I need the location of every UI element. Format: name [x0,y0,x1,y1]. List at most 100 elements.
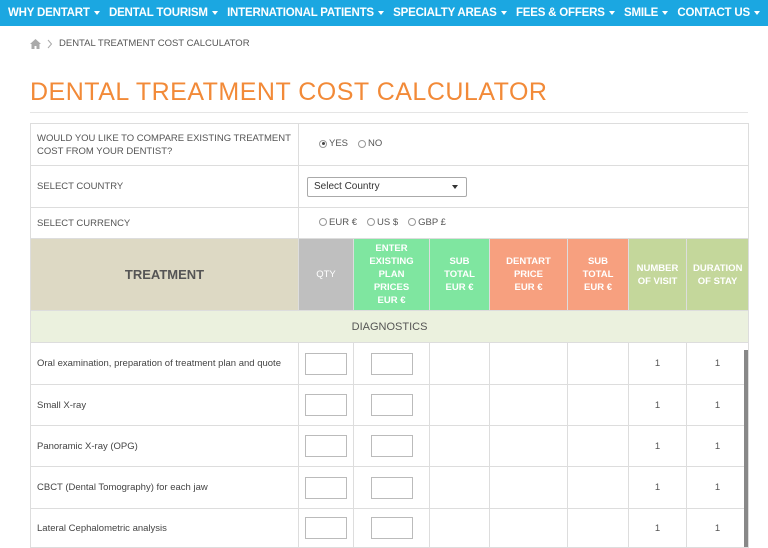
header-line: EUR € [514,282,543,293]
price-input[interactable] [370,394,413,416]
qty-cell [298,384,354,426]
form-input: YES NO [297,123,750,166]
treatment-row: Lateral Cephalometric analysis 1 1 [30,508,750,548]
radio-option[interactable]: YES [319,138,348,149]
home-icon[interactable] [30,38,41,49]
header-line: EUR € [445,282,474,293]
nav-item[interactable]: INTERNATIONAL PATIENTS [227,7,384,19]
stay: 1 [685,342,750,385]
nav-item[interactable]: SPECIALTY AREAS [393,7,507,19]
dentart-subtotal-cell [567,466,629,509]
radio-option[interactable]: GBP £ [408,217,446,228]
price-cell [353,425,430,467]
price-cell [353,508,430,548]
price-input[interactable] [370,517,413,539]
qty-input[interactable] [305,394,347,416]
form-row: SELECT COUNTRY Select Country [30,165,750,208]
form-input: Select Country [297,165,750,208]
header-line: OF STAY [697,275,738,287]
radio-dot[interactable] [319,139,327,148]
form-row: SELECT CURRENCY EUR € US $ GBP £ [30,207,750,239]
dentart-price-cell [489,384,568,426]
dentart-price-cell [489,342,568,385]
scrollbar[interactable] [744,350,748,547]
radio-dot[interactable] [366,218,375,227]
header-line: PLAN PRICES [373,269,410,293]
subtotal-cell [429,466,490,509]
qty-input[interactable] [305,435,347,457]
radio-label: NO [368,138,383,150]
radio-option[interactable]: US $ [366,216,399,228]
nav-item[interactable]: FEES & OFFERS [516,7,615,19]
dentart-subtotal-cell [567,508,629,548]
nav-item[interactable]: WHY DENTART [8,7,100,19]
radio-dot[interactable] [358,139,367,148]
breadcrumb: DENTAL TREATMENT COST CALCULATOR [30,38,250,49]
column-header: TREATMENT [30,238,299,311]
qty-input[interactable] [305,352,347,375]
form-label: SELECT CURRENCY [30,207,299,239]
price-cell [353,342,430,385]
price-cell [353,384,430,426]
radio-label: US $ [376,216,399,228]
header-line: OF VISIT [637,275,678,287]
price-input[interactable] [370,476,413,499]
radio-dot[interactable] [408,218,417,227]
radio-option[interactable]: NO [358,138,382,149]
subtotal-cell [429,508,490,548]
form-input: EUR € US $ GBP £ [297,207,750,239]
header-line: DURATION [693,262,743,274]
dentart-price-cell [489,466,568,509]
header-line: EXISTING [369,256,414,267]
header-row: TREATMENT QTY ENTER EXISTING PLAN PRICES EUR … [30,238,750,311]
header-line: DENTART [506,256,551,267]
nav-item[interactable]: DENTAL TOURISM [109,7,218,19]
breadcrumb-current: DENTAL TREATMENT COST CALCULATOR [59,38,250,49]
qty-input[interactable] [305,476,347,499]
treatment-name: CBCT (Dental Tomography) for each jaw [30,466,299,509]
price-input[interactable] [370,435,413,457]
radio-option[interactable]: EUR € [319,217,357,228]
qty-cell [298,425,354,467]
header-line: EUR € [584,282,612,293]
nav-item[interactable]: CONTACT US [677,7,760,19]
radio-label: YES [329,138,349,150]
visits: 1 [628,425,687,467]
stay: 1 [685,425,750,467]
header-line: TOTAL [444,269,475,280]
price-input[interactable] [370,352,413,375]
page-title: DENTAL TREATMENT COST CALCULATOR [30,78,548,106]
header-line: ENTER [375,243,408,254]
treatment-name: Panoramic X-ray (OPG) [30,425,299,467]
qty-cell [298,508,354,548]
radio-dot[interactable] [319,218,327,227]
subtotal-cell [429,425,490,467]
treatment-name: Lateral Cephalometric analysis [30,508,299,548]
country-select[interactable]: Select Country [307,176,467,197]
header-line: SUB [587,256,609,267]
form-label: WOULD YOU LIKE TO COMPARE EXISTING TREAT… [30,123,299,166]
header-line: PRICE [513,269,544,280]
subtotal-cell [429,342,490,385]
treatment-row: Oral examination, preparation of treatme… [30,342,750,385]
visits: 1 [628,508,687,548]
dentart-subtotal-cell [567,425,629,467]
header-line: TREATMENT [124,267,205,282]
dentart-price-cell [489,425,568,467]
divider [30,112,748,113]
visits: 1 [628,466,687,509]
nav-item[interactable]: SMILE [624,7,668,19]
select-text: Select Country [314,181,380,192]
stay: 1 [685,508,750,548]
select-arrow [452,184,458,189]
form-row: WOULD YOU LIKE TO COMPARE EXISTING TREAT… [30,123,750,166]
treatment-row: CBCT (Dental Tomography) for each jaw 1 1 [30,466,750,509]
header-line: NUMBER [636,262,679,274]
column-header: SUB TOTAL EUR € [567,238,629,311]
qty-input[interactable] [305,517,347,539]
dentart-subtotal-cell [567,342,629,385]
column-header: SUB TOTAL EUR € [429,238,490,311]
stay: 1 [685,466,750,509]
subtotal-cell [429,384,490,426]
header-line: QTY [316,269,336,280]
